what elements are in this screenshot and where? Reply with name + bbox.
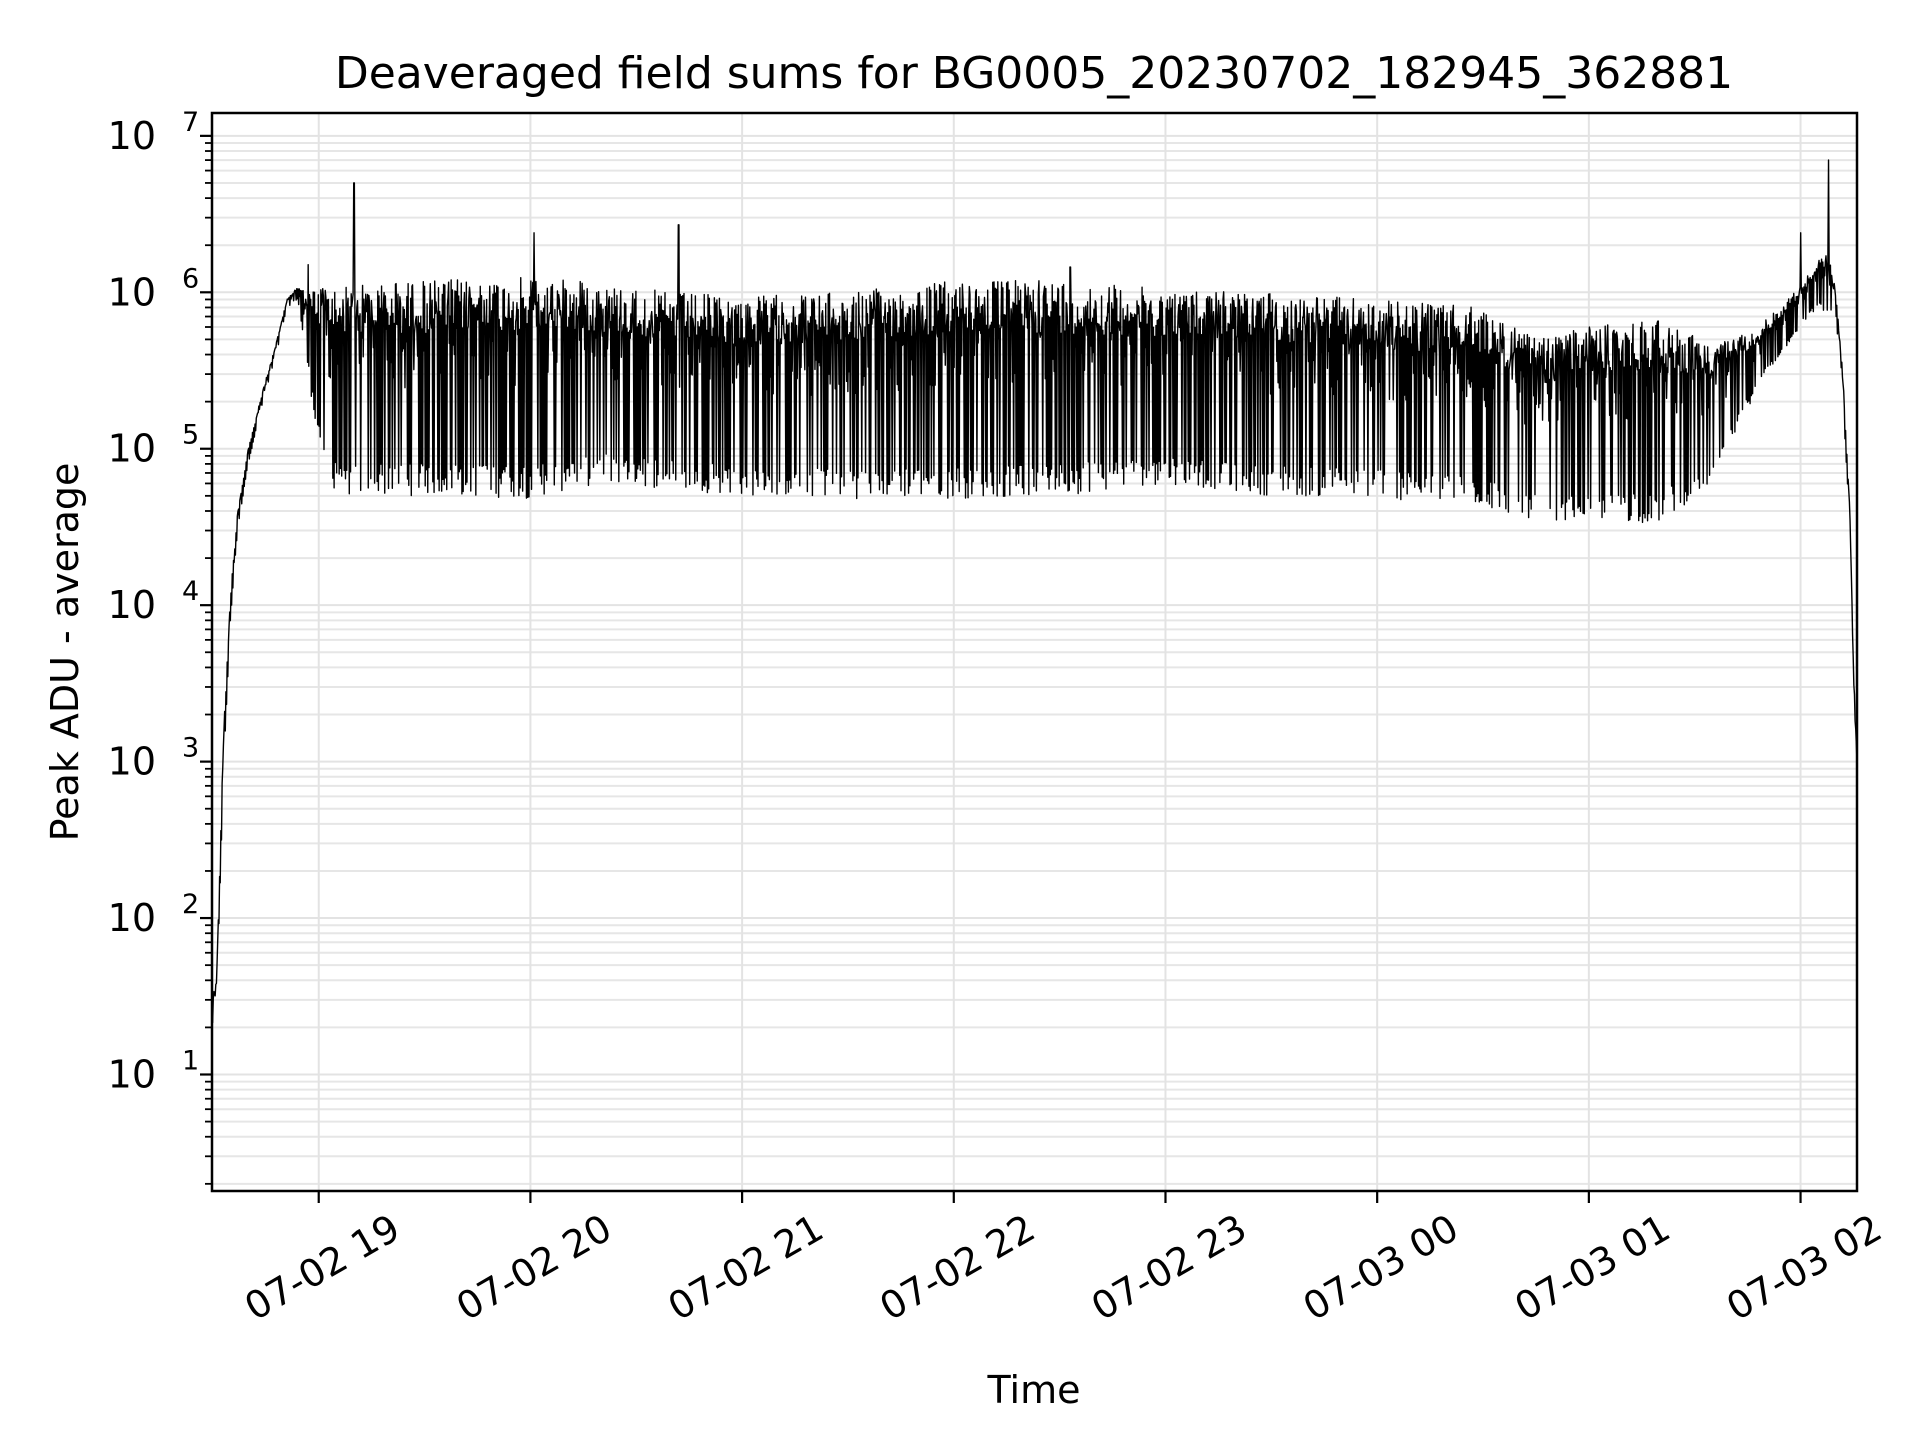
y-tick-exponent: 7 — [182, 107, 199, 138]
series-layer — [211, 159, 1858, 1024]
y-tick-exponent: 6 — [182, 263, 199, 294]
y-tick-label: 10 — [108, 1052, 156, 1096]
y-tick-exponent: 2 — [182, 889, 199, 920]
y-tick-label: 10 — [108, 114, 156, 158]
y-tick-base: 10 — [108, 1052, 156, 1096]
y-tick-label: 10 — [108, 270, 156, 314]
y-tick-base: 10 — [108, 583, 156, 627]
y-tick-exponent: 1 — [182, 1045, 199, 1076]
y-tick-label: 10 — [108, 427, 156, 471]
x-axis-label: Time — [987, 1368, 1081, 1412]
y-tick-base: 10 — [108, 270, 156, 314]
y-axis-ticks: 10 1 10 2 10 3 10 4 10 5 10 6 10 7 — [108, 107, 212, 1185]
y-tick-label: 10 — [108, 740, 156, 784]
chart-title: Deaveraged field sums for BG0005_2023070… — [335, 48, 1733, 99]
y-tick-exponent: 3 — [182, 733, 199, 764]
y-tick-base: 10 — [108, 114, 156, 158]
y-tick-exponent: 4 — [182, 576, 199, 607]
y-axis-label: Peak ADU - average — [43, 463, 87, 842]
y-tick-label: 10 — [108, 896, 156, 940]
y-tick-base: 10 — [108, 427, 156, 471]
y-tick-label: 10 — [108, 583, 156, 627]
major-grid — [212, 113, 1857, 1191]
y-tick-base: 10 — [108, 740, 156, 784]
y-tick-exponent: 5 — [182, 420, 199, 451]
y-tick-base: 10 — [108, 896, 156, 940]
series-line — [211, 159, 1858, 1024]
